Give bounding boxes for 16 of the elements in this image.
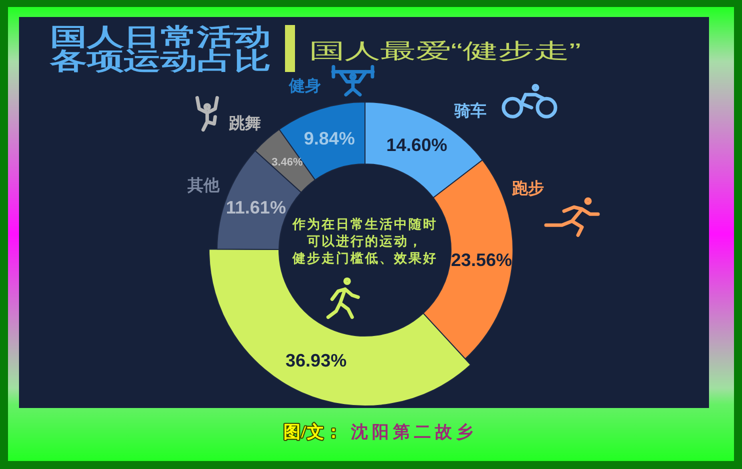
slice-label: 跳舞 [229, 115, 262, 132]
chart-subtitle: 国人最爱“健步走” [309, 39, 581, 63]
data-label: 23.56% [451, 250, 512, 270]
data-label: 3.46% [272, 156, 303, 169]
data-label: 11.61% [226, 198, 286, 218]
text: 图/文： [283, 422, 343, 442]
data-label: 36.93% [286, 350, 347, 371]
slice-label: 健身 [288, 78, 321, 96]
slice-label: 骑车 [454, 103, 486, 120]
text: 作为在日常生活中随时可以进行的运动，健步走门槛低、效果好 [292, 216, 438, 266]
text: 沈阳第二故乡 [350, 422, 477, 442]
chart-title: 国人日常活动各项运动占比 [48, 23, 271, 74]
slice-label: 跑步 [512, 180, 544, 198]
data-label: 14.60% [386, 135, 448, 156]
slice-label: 其他 [187, 177, 220, 194]
data-label: 9.84% [304, 128, 355, 149]
